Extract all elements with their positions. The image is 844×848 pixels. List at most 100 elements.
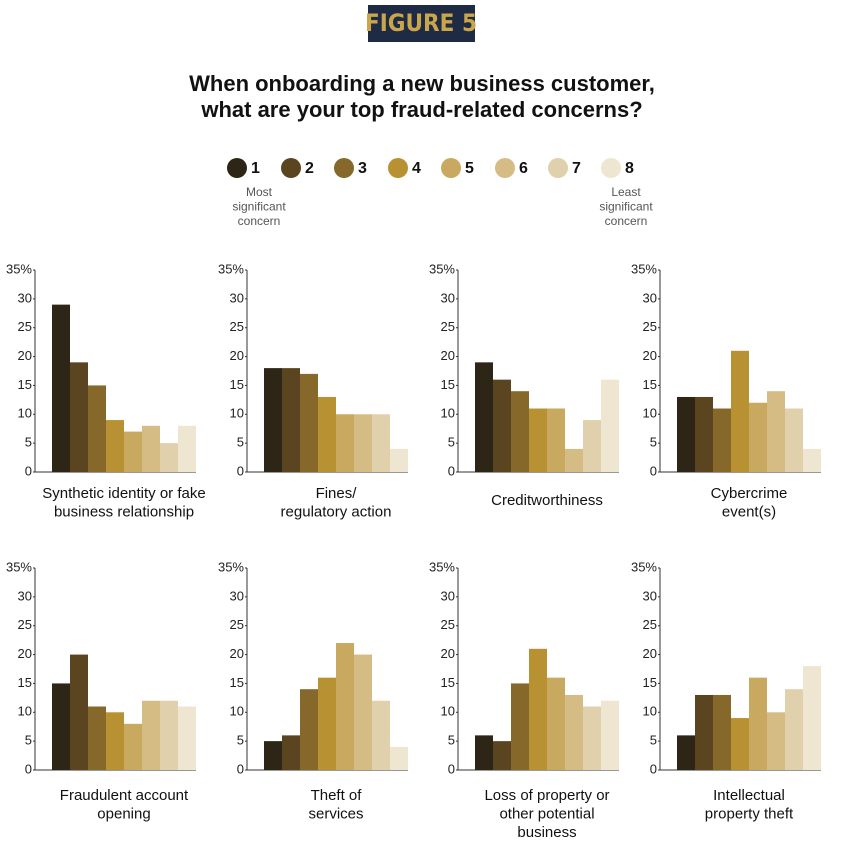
y-tick-label: 20 — [643, 348, 657, 363]
bar — [803, 666, 821, 770]
bar — [106, 420, 124, 472]
y-tick-label: 35% — [631, 559, 657, 574]
chart-title: Loss of property or — [484, 787, 609, 804]
bar — [70, 654, 88, 770]
y-tick-label: 30 — [643, 588, 657, 603]
y-tick-label: 25 — [441, 319, 455, 334]
y-tick-label: 10 — [18, 704, 32, 719]
bar — [695, 694, 713, 770]
bar — [124, 431, 142, 472]
y-tick-label: 20 — [18, 646, 32, 661]
y-tick-label: 15 — [18, 675, 32, 690]
bar — [803, 448, 821, 472]
chart-title: Fines/ — [316, 485, 358, 502]
bar — [372, 700, 390, 770]
bar — [354, 654, 372, 770]
bar — [52, 683, 70, 770]
y-tick-label: 30 — [18, 290, 32, 305]
bar — [529, 408, 547, 472]
bar — [713, 694, 731, 770]
bar — [318, 677, 336, 770]
y-tick-label: 15 — [18, 377, 32, 392]
y-tick-label: 10 — [18, 406, 32, 421]
bar — [372, 414, 390, 472]
legend-swatch — [227, 158, 247, 178]
note: Most — [246, 185, 273, 199]
bar — [713, 408, 731, 472]
y-tick-label: 30 — [18, 588, 32, 603]
chart-title: event(s) — [722, 503, 776, 520]
bar — [124, 723, 142, 770]
y-tick-label: 15 — [441, 377, 455, 392]
y-tick-label: 5 — [650, 435, 657, 450]
y-tick-label: 35% — [218, 261, 244, 276]
y-tick-label: 25 — [18, 319, 32, 334]
chart-title: regulatory action — [281, 503, 392, 520]
y-tick-label: 15 — [643, 675, 657, 690]
bar — [390, 746, 408, 770]
bar — [88, 706, 106, 770]
bar — [282, 735, 300, 770]
bar — [300, 373, 318, 472]
legend-label: 8 — [625, 160, 634, 177]
y-tick-label: 0 — [237, 463, 244, 478]
chart-title: business relationship — [54, 503, 194, 520]
bar — [354, 414, 372, 472]
bar — [160, 700, 178, 770]
chart-title: Cybercrime — [711, 485, 788, 502]
bar — [565, 694, 583, 770]
bar — [601, 700, 619, 770]
y-tick-label: 25 — [18, 617, 32, 632]
y-tick-label: 30 — [643, 290, 657, 305]
bar — [52, 304, 70, 472]
y-tick-label: 30 — [441, 290, 455, 305]
chart-title: services — [308, 805, 363, 822]
bar — [583, 706, 601, 770]
y-tick-label: 35% — [631, 261, 657, 276]
y-tick-label: 30 — [230, 588, 244, 603]
legend-swatch — [334, 158, 354, 178]
bar — [731, 350, 749, 472]
bar — [178, 706, 196, 770]
legend-swatch — [388, 158, 408, 178]
legend-label: 3 — [358, 160, 367, 177]
bar — [547, 677, 565, 770]
y-tick-label: 0 — [448, 761, 455, 776]
bar — [300, 689, 318, 770]
bar — [749, 677, 767, 770]
legend-swatch — [495, 158, 515, 178]
bar — [529, 648, 547, 770]
y-tick-label: 20 — [18, 348, 32, 363]
note: Least — [611, 185, 641, 199]
legend-swatch — [548, 158, 568, 178]
bar — [785, 689, 803, 770]
note: significant — [599, 200, 653, 214]
title-line: When onboarding a new business customer, — [189, 71, 655, 96]
bar — [142, 425, 160, 472]
y-tick-label: 0 — [25, 761, 32, 776]
chart-title: other potential — [499, 805, 594, 822]
title-line: what are your top fraud-related concerns… — [200, 97, 642, 122]
y-tick-label: 5 — [25, 733, 32, 748]
chart-title: Intellectual — [713, 787, 785, 804]
bar — [475, 735, 493, 770]
y-tick-label: 25 — [643, 617, 657, 632]
bar — [547, 408, 565, 472]
bar — [731, 718, 749, 770]
bar — [785, 408, 803, 472]
bar — [178, 425, 196, 472]
y-tick-label: 15 — [643, 377, 657, 392]
y-tick-label: 15 — [230, 377, 244, 392]
y-tick-label: 20 — [643, 646, 657, 661]
y-tick-label: 10 — [230, 406, 244, 421]
y-tick-label: 25 — [230, 319, 244, 334]
y-tick-label: 35% — [429, 559, 455, 574]
bar — [390, 448, 408, 472]
legend-label: 1 — [251, 160, 260, 177]
bar — [583, 420, 601, 472]
y-tick-label: 15 — [441, 675, 455, 690]
bar — [142, 700, 160, 770]
y-tick-label: 30 — [441, 588, 455, 603]
bar — [493, 379, 511, 472]
